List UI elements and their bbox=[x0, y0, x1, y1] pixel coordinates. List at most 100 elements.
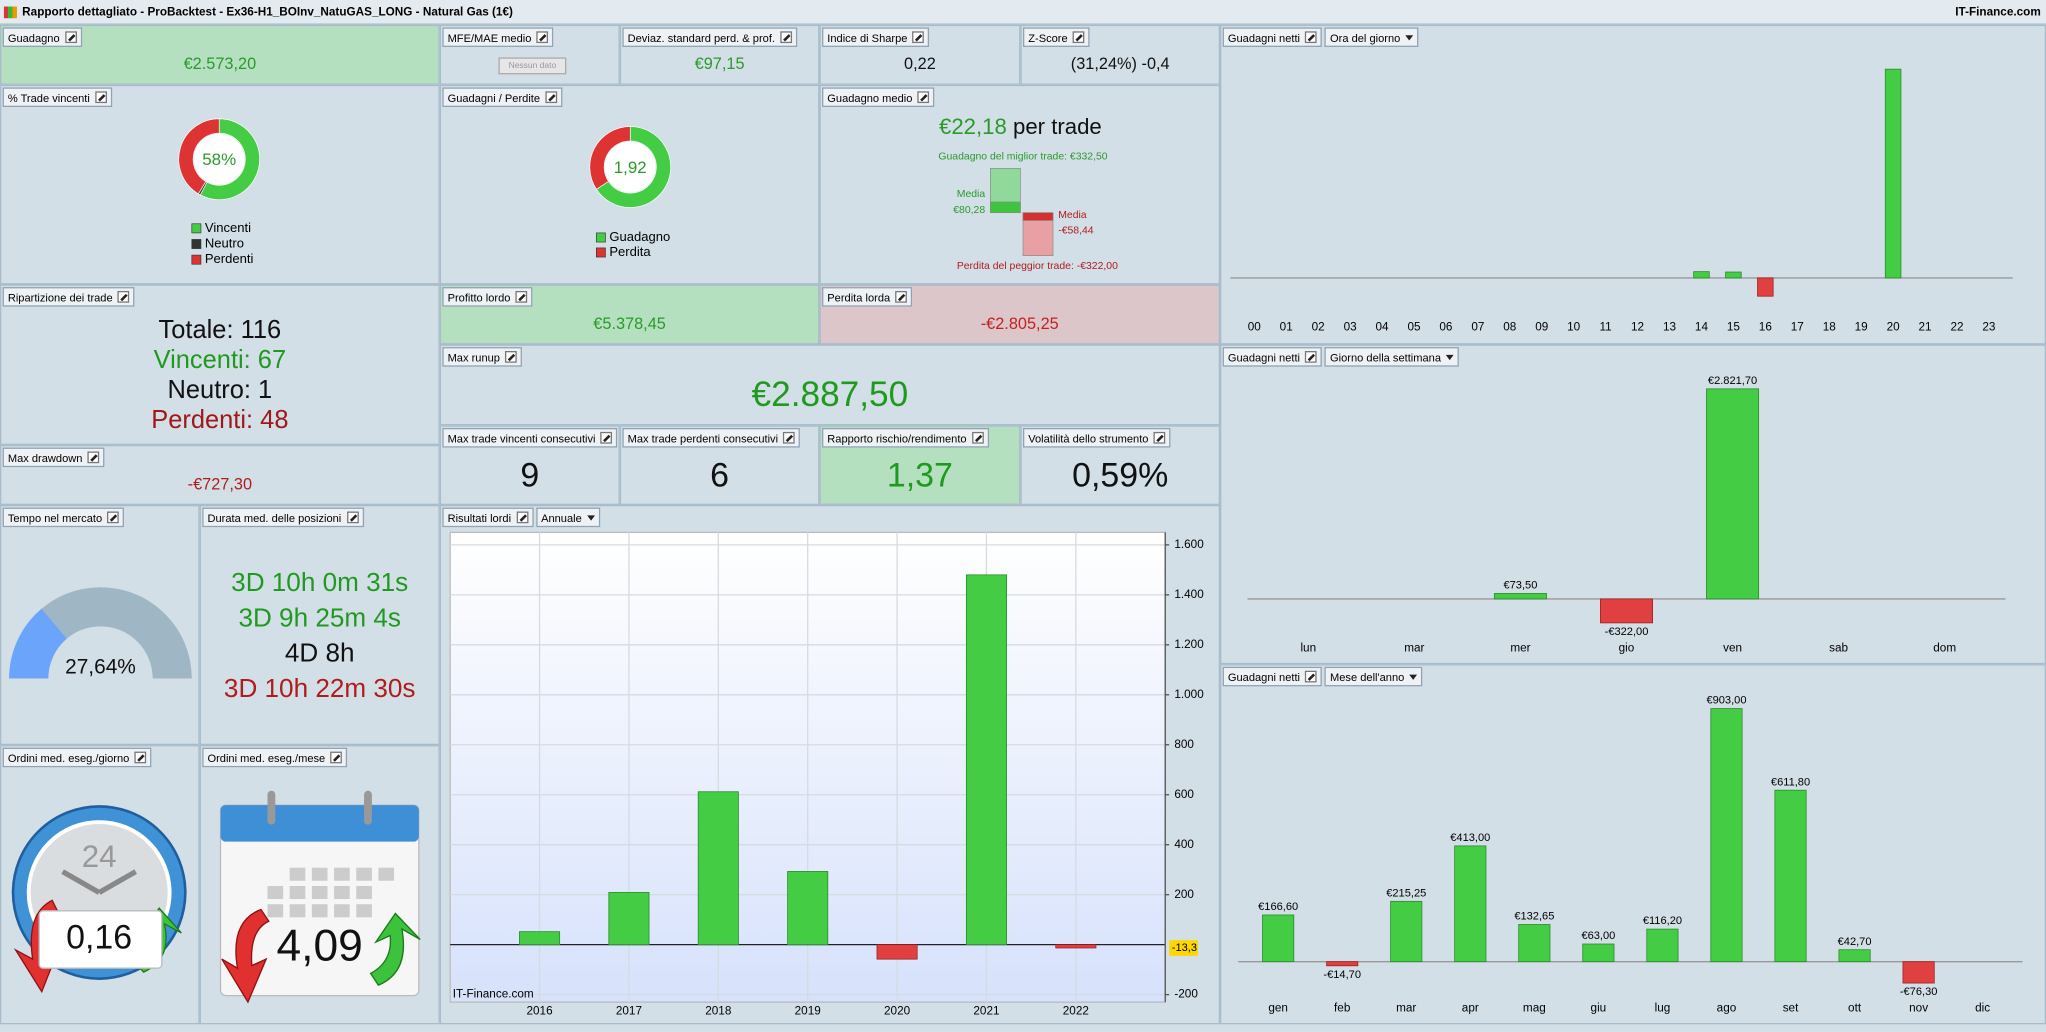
value: 0,22 bbox=[904, 54, 936, 74]
panel-tab: Guadagni netti bbox=[1222, 666, 1323, 687]
panel-header: Ordini med. eseg./giorno bbox=[2, 747, 152, 768]
settings-icon[interactable] bbox=[134, 751, 147, 764]
panel-title: Max runup bbox=[447, 350, 500, 364]
value: €2.887,50 bbox=[751, 374, 909, 414]
panel-title: Durata med. delle posizioni bbox=[207, 510, 342, 524]
settings-icon[interactable] bbox=[1305, 351, 1317, 363]
panel-title: % Trade vincenti bbox=[7, 90, 90, 104]
settings-icon[interactable] bbox=[1305, 670, 1317, 683]
panel-title: Z-Score bbox=[1028, 30, 1068, 44]
settings-icon[interactable] bbox=[895, 290, 908, 303]
settings-icon[interactable] bbox=[1305, 31, 1317, 44]
panel-tab: Deviaz. standard perd. & prof. bbox=[622, 27, 798, 47]
panel: Guadagno €2.573,20 bbox=[0, 24, 440, 85]
panel-header: Guadagni / Perdite bbox=[442, 87, 563, 107]
settings-icon[interactable] bbox=[87, 451, 100, 464]
dropdown[interactable]: Ora del giorno bbox=[1324, 27, 1419, 47]
panel-header: Rapporto rischio/rendimento bbox=[822, 427, 989, 448]
value: 6 bbox=[710, 455, 730, 495]
settings-icon[interactable] bbox=[1072, 31, 1085, 44]
settings-icon[interactable] bbox=[600, 431, 613, 444]
panel: Ordini med. eseg./mese bbox=[199, 745, 440, 1025]
panel-header: Guadagno bbox=[2, 27, 82, 47]
dropdown[interactable]: Giorno della settimana bbox=[1324, 347, 1460, 367]
title-bar: Rapporto dettagliato - ProBacktest - Ex3… bbox=[0, 0, 2046, 25]
panel-tab: % Trade vincenti bbox=[2, 87, 113, 107]
settings-icon[interactable] bbox=[783, 431, 796, 444]
panel-tab: Guadagni / Perdite bbox=[442, 87, 563, 107]
duration: 3D 10h 0m 31s bbox=[231, 568, 409, 598]
settings-icon[interactable] bbox=[515, 290, 528, 303]
panel: Max runup €2.887,50 bbox=[439, 344, 1221, 426]
settings-icon[interactable] bbox=[95, 91, 107, 104]
panel-title: MFE/MAE medio bbox=[447, 30, 532, 44]
panel-title: Rapporto rischio/rendimento bbox=[827, 431, 967, 445]
panel-tab: Guadagno medio bbox=[822, 87, 935, 107]
settings-icon[interactable] bbox=[107, 511, 120, 524]
settings-icon[interactable] bbox=[971, 431, 984, 444]
panel: Durata med. delle posizioni 3D 10h 0m 31s… bbox=[199, 504, 440, 746]
panel-tab: Ordini med. eseg./mese bbox=[202, 747, 348, 768]
settings-icon[interactable] bbox=[917, 91, 930, 104]
panel: Guadagni netti Ora del giorno bbox=[1220, 24, 2046, 345]
panel: Ordini med. eseg./giorno bbox=[0, 745, 200, 1025]
panel: Deviaz. standard perd. & prof. €97,15 bbox=[619, 24, 820, 85]
app-icon bbox=[3, 6, 17, 19]
panel-header: Ripartizione dei trade bbox=[2, 287, 135, 307]
value: €2.573,20 bbox=[183, 54, 257, 74]
value: -€727,30 bbox=[187, 474, 253, 494]
settings-icon[interactable] bbox=[780, 31, 792, 44]
panel: Guadagni netti Giorno della settimana bbox=[1220, 344, 2046, 665]
panel-header: Guadagni netti Giorno della settimana bbox=[1222, 347, 1460, 367]
value: €5.378,45 bbox=[593, 314, 666, 333]
settings-icon[interactable] bbox=[505, 351, 517, 363]
panel-title: Guadagni netti bbox=[1227, 670, 1301, 684]
settings-icon[interactable] bbox=[516, 511, 529, 524]
settings-icon[interactable] bbox=[64, 31, 77, 44]
panel-header: Max runup bbox=[442, 347, 523, 367]
duration: 4D 8h bbox=[284, 639, 355, 669]
panel-header: % Trade vincenti bbox=[2, 87, 113, 107]
panel-tab: MFE/MAE medio bbox=[442, 27, 554, 47]
panel-title: Tempo nel mercato bbox=[7, 510, 103, 524]
panel-tab: Max drawdown bbox=[2, 447, 105, 468]
value: 0,59% bbox=[1072, 455, 1169, 495]
panel-tab: Risultati lordi bbox=[442, 507, 534, 528]
panel-tab: Ripartizione dei trade bbox=[2, 287, 135, 307]
value: -€2.805,25 bbox=[980, 314, 1059, 333]
panel: Ripartizione dei trade Totale: 116 Vincent… bbox=[0, 284, 440, 445]
brand: IT-Finance.com bbox=[1955, 5, 2041, 19]
panel-title: Indice di Sharpe bbox=[827, 30, 908, 44]
panel-header: Durata med. delle posizioni bbox=[202, 507, 364, 528]
no-data-button[interactable]: Nessun dato bbox=[498, 57, 567, 75]
settings-icon[interactable] bbox=[545, 91, 558, 104]
dropdown[interactable]: Mese dell'anno bbox=[1324, 666, 1423, 687]
value: 9 bbox=[520, 455, 540, 495]
panel-header: Indice di Sharpe bbox=[822, 27, 930, 47]
panel: Z-Score (31,24%) -0,4 bbox=[1020, 24, 1221, 85]
panel: % Trade vincenti bbox=[0, 84, 440, 285]
settings-icon[interactable] bbox=[536, 31, 549, 44]
panel-title: Deviaz. standard perd. & prof. bbox=[627, 30, 775, 44]
settings-icon[interactable] bbox=[330, 751, 343, 764]
panel: Max trade vincenti consecutivi 9 bbox=[439, 425, 620, 505]
panel: Guadagno medio bbox=[819, 84, 1221, 285]
panel-tab: Ordini med. eseg./giorno bbox=[2, 747, 152, 768]
panel-header: Ordini med. eseg./mese bbox=[202, 747, 348, 768]
panel: Rapporto rischio/rendimento 1,37 bbox=[819, 425, 1021, 505]
panel-header: MFE/MAE medio bbox=[442, 27, 554, 47]
panel-header: Max trade vincenti consecutivi bbox=[442, 427, 618, 448]
value: (31,24%) -0,4 bbox=[1070, 54, 1170, 74]
panel-title: Guadagni netti bbox=[1227, 350, 1301, 364]
panel-header: Perdita lorda bbox=[822, 287, 913, 307]
settings-icon[interactable] bbox=[1153, 431, 1166, 444]
settings-icon[interactable] bbox=[117, 290, 130, 303]
panel-tab: Durata med. delle posizioni bbox=[202, 507, 364, 528]
settings-icon[interactable] bbox=[912, 31, 925, 44]
dropdown[interactable]: Annuale bbox=[535, 507, 601, 528]
settings-icon[interactable] bbox=[346, 511, 359, 524]
panel: Volatilità dello strumento 0,59% bbox=[1020, 425, 1221, 505]
panel-title: Max trade vincenti consecutivi bbox=[447, 431, 596, 445]
